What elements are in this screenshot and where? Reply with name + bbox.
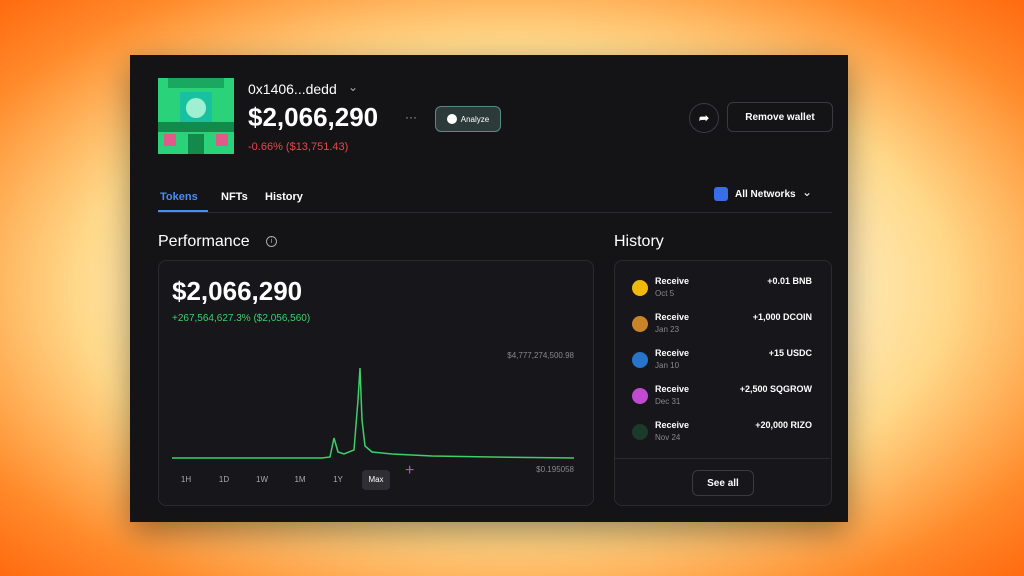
token-icon — [632, 316, 648, 332]
more-menu[interactable]: ··· — [405, 110, 417, 124]
performance-change: +267,564,627.3% ($2,056,560) — [172, 313, 311, 324]
range-button[interactable]: 1W — [256, 475, 268, 484]
chart-max-label: $4,777,274,500.98 — [507, 351, 574, 360]
history-card — [614, 260, 832, 506]
range-button[interactable]: 1Y — [333, 475, 343, 484]
chart-min-label: $0.195058 — [536, 465, 574, 474]
wallet-balance: $2,066,290 — [248, 102, 379, 132]
history-amount: +1,000 DCOIN — [752, 312, 812, 322]
history-amount: +20,000 RIZO — [755, 420, 812, 430]
history-action: Receive — [655, 420, 690, 430]
wallet-address[interactable]: 0x1406...dedd — [248, 81, 337, 97]
history-date: Oct 5 — [655, 289, 675, 298]
history-date: Dec 31 — [655, 397, 681, 406]
range-button[interactable]: 1M — [294, 475, 306, 484]
history-date: Jan 10 — [655, 361, 680, 370]
performance-card — [158, 260, 594, 506]
history-action: Receive — [655, 384, 690, 394]
history-date: Jan 23 — [655, 325, 680, 334]
address-dropdown[interactable]: ⌄ — [348, 80, 359, 94]
token-icon — [632, 280, 648, 296]
see-all-label: See all — [707, 477, 739, 489]
history-amount: +2,500 SQGROW — [739, 384, 812, 394]
remove-wallet-button[interactable]: Remove wallet — [727, 102, 833, 132]
network-icon — [714, 187, 728, 201]
history-title: History — [614, 233, 664, 250]
token-icon — [632, 352, 648, 368]
share-button[interactable]: ➦ — [689, 103, 719, 133]
history-date: Nov 24 — [655, 433, 681, 442]
analyze-label: Analyze — [460, 114, 490, 124]
range-button[interactable]: Max — [362, 470, 390, 490]
range-button[interactable]: 1H — [180, 475, 192, 484]
history-amount: +0.01 BNB — [767, 276, 812, 286]
performance-value: $2,066,290 — [172, 276, 303, 306]
performance-title: Performance — [158, 233, 250, 250]
range-button[interactable]: 1D — [218, 475, 230, 484]
history-action: Receive — [655, 312, 690, 322]
history-action: Receive — [655, 348, 690, 358]
wallet-change: -0.66% ($13,751.43) — [248, 141, 349, 153]
analyze-button[interactable]: Analyze — [435, 106, 501, 132]
see-all-button[interactable]: See all — [692, 470, 754, 496]
history-divider — [615, 458, 830, 459]
tab[interactable]: NFTs — [221, 191, 248, 203]
chart-line — [172, 367, 574, 459]
tab-underline — [158, 210, 208, 212]
history-amount: +15 USDC — [768, 348, 812, 358]
history-action: Receive — [655, 276, 690, 286]
performance-chart — [172, 367, 574, 459]
cursor: + — [405, 462, 415, 479]
token-icon — [632, 388, 648, 404]
remove-label: Remove wallet — [745, 111, 815, 123]
info-icon[interactable]: i — [266, 236, 277, 247]
network-dropdown[interactable]: ⌄ — [802, 185, 813, 199]
tab-divider — [158, 212, 832, 213]
network-selector[interactable]: All Networks — [735, 189, 796, 200]
avatar — [158, 78, 234, 154]
tab[interactable]: Tokens — [160, 191, 198, 203]
tab[interactable]: History — [265, 191, 303, 203]
token-icon — [632, 424, 648, 440]
